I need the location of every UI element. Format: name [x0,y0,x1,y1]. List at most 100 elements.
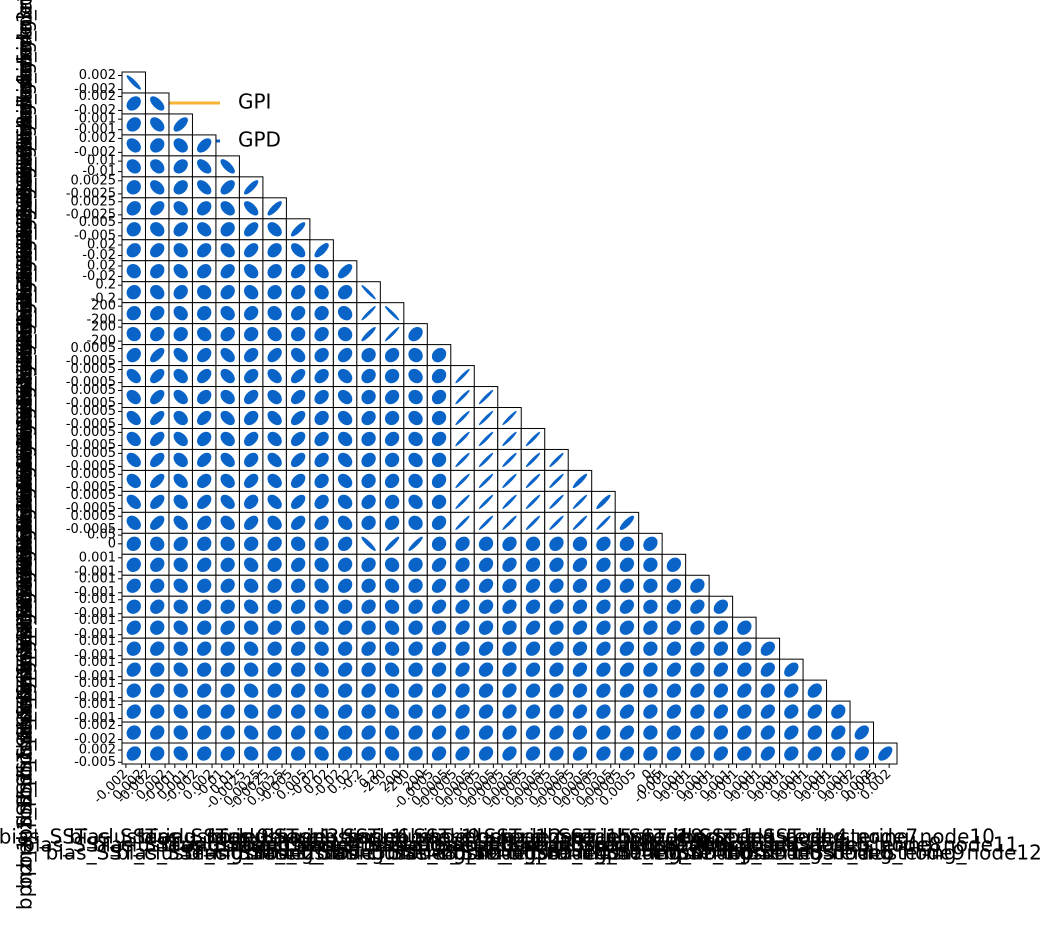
contour [784,704,799,719]
contour [854,725,869,740]
contour [197,410,212,426]
contour [244,452,259,468]
contour [361,662,376,677]
contour [173,641,188,656]
contour [126,662,141,677]
contour [361,746,376,761]
contour [244,746,259,761]
contour [244,599,259,614]
y-axis-label: bpnz_1_SST_clustering_node2 [13,394,37,694]
contour [244,662,259,677]
contour [549,746,564,761]
contour [197,557,212,572]
y-axis-label: bias_1_SST_clustering_node3 [13,209,37,502]
contour [596,599,611,614]
contour [549,557,564,572]
contour [337,662,353,677]
contour [807,746,822,761]
contour [314,368,329,384]
contour [572,536,588,551]
contour [150,222,165,237]
x-axis-label: bias_1_SST_clustering_node8 [410,825,703,849]
contour [126,725,141,740]
contour [126,746,141,761]
contour [197,431,212,447]
contour [244,264,259,279]
contour [643,620,658,635]
contour [150,620,165,635]
contour [408,599,423,614]
contour [525,746,541,761]
contour [361,285,376,300]
contour [267,704,282,719]
contour [525,662,541,677]
contour [549,578,564,593]
contour [596,515,611,531]
contour [549,662,564,677]
y-tick-label: 0.001 [79,571,116,586]
x-axis-label: bias_SST_clustering_node6 [140,825,410,849]
contour [572,746,588,761]
contour [572,578,588,593]
contour [314,536,329,551]
contour [126,138,141,153]
contour [126,305,141,321]
y-axis-label: bias_1_SST_clustering_node7 [13,293,37,586]
contour [361,389,376,405]
contour [384,599,400,614]
contour [549,725,564,740]
contour [619,515,635,531]
contour [854,746,869,761]
contour [220,368,235,384]
contour [408,347,423,363]
contour [244,201,259,216]
contour [643,704,658,719]
contour [244,620,259,635]
contour [408,410,423,426]
contour [337,431,353,447]
contour [314,473,329,489]
contour [502,578,517,593]
contour [290,641,306,656]
contour [478,557,494,572]
y-tick-label: 0.0005 [71,404,117,419]
contour [549,473,564,489]
contour [220,389,235,405]
y-axis-label: bpnz_1_SST_clustering_node5 [13,456,37,756]
contour [337,285,353,300]
contour [572,557,588,572]
contour [314,599,329,614]
contour [690,620,705,635]
contour [197,746,212,761]
contour [126,180,141,195]
contour [244,431,259,447]
legend-label: GPI [238,90,271,114]
contour [126,599,141,614]
contour [197,599,212,614]
contour [337,494,353,510]
contour [290,515,306,531]
contour [455,704,470,719]
contour [760,746,775,761]
contour [478,620,494,635]
contour [197,641,212,656]
contour [572,725,588,740]
x-axis-label: bias_1_SST_clustering_node1 [246,841,539,865]
contour [314,746,329,761]
contour [384,452,400,468]
contour [267,746,282,761]
contour [197,159,212,174]
contour [126,368,141,384]
y-tick-label: -0.001 [74,564,116,579]
contour [150,557,165,572]
contour [244,285,259,300]
contour [666,704,682,719]
y-tick-label: -0.0025 [66,207,116,222]
contour [784,662,799,677]
contour [244,243,259,258]
x-axis-label: bpnz_1_SST_clustering_node0 [453,841,753,865]
contour [126,452,141,468]
x-axis-label: bias_SST_clustering_node4 [93,833,363,857]
contour [173,536,188,551]
contour [361,473,376,489]
